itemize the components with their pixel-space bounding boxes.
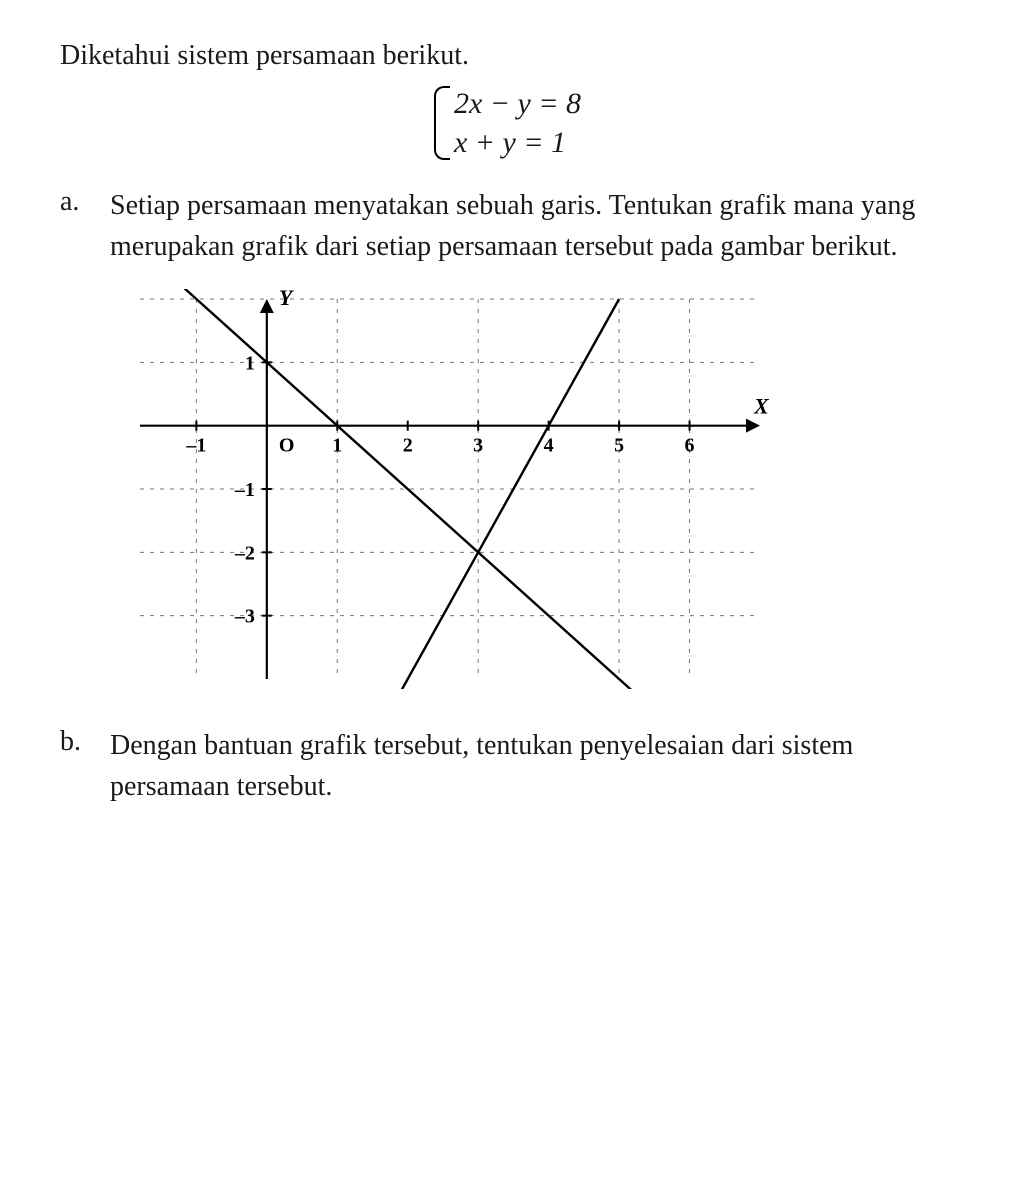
intro-text: Diketahui sistem persamaan berikut. xyxy=(60,40,949,72)
x-axis-label: X xyxy=(753,394,770,419)
equation-2: x + y = 1 xyxy=(454,123,581,162)
x-tick-label: 3 xyxy=(473,435,483,457)
item-a-label: a. xyxy=(60,186,110,267)
item-b-text: Dengan bantuan grafik tersebut, tentukan… xyxy=(110,726,949,807)
y-tick-label: –1 xyxy=(234,479,255,501)
item-b-label: b. xyxy=(60,726,110,807)
x-tick-label: 6 xyxy=(685,435,695,457)
y-tick-label: –2 xyxy=(234,543,255,565)
y-axis-arrow-icon xyxy=(260,299,274,313)
equation-system: 2x − y = 8 x + y = 1 xyxy=(60,84,949,162)
line-2 xyxy=(394,299,619,689)
item-a-text: Setiap persamaan menyatakan sebuah garis… xyxy=(110,186,949,267)
x-axis-arrow-icon xyxy=(746,419,760,433)
x-tick-label: 1 xyxy=(332,435,342,457)
origin-label: O xyxy=(279,435,295,457)
graph: XY–1123456O1–1–2–3 xyxy=(130,289,949,694)
y-tick-label: 1 xyxy=(245,353,255,375)
equation-1: 2x − y = 8 xyxy=(454,84,581,123)
item-b: b. Dengan bantuan grafik tersebut, tentu… xyxy=(60,726,949,807)
x-tick-label: 4 xyxy=(544,435,554,457)
item-a: a. Setiap persamaan menyatakan sebuah ga… xyxy=(60,186,949,267)
x-tick-label: 2 xyxy=(403,435,413,457)
graph-svg: XY–1123456O1–1–2–3 xyxy=(130,289,770,689)
x-tick-label: 5 xyxy=(614,435,624,457)
y-tick-label: –3 xyxy=(234,606,255,628)
x-tick-label: –1 xyxy=(185,435,206,457)
